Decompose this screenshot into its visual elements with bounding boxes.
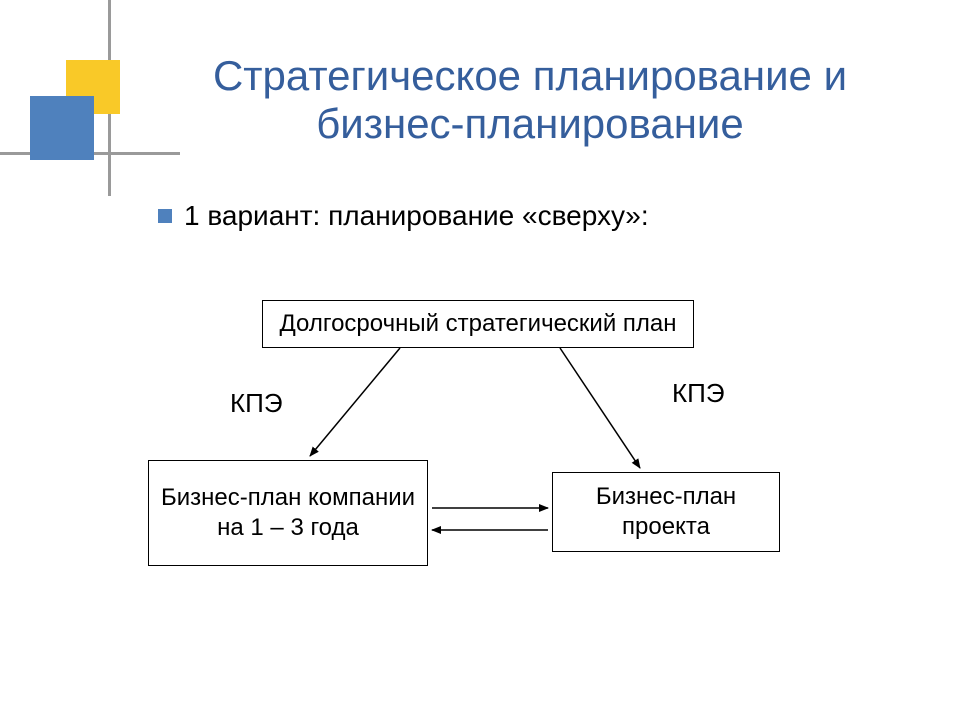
edge-label-kpe-right: КПЭ	[672, 378, 725, 409]
page-title: Стратегическое планирование и бизнес-пла…	[140, 52, 920, 149]
edge-label-kpe-left: КПЭ	[230, 388, 283, 419]
slide: Стратегическое планирование и бизнес-пла…	[0, 0, 960, 720]
node-strategic-plan: Долгосрочный стратегический план	[262, 300, 694, 348]
node-company-biz-plan: Бизнес-план компании на 1 – 3 года	[148, 460, 428, 566]
deco-blue	[30, 96, 94, 160]
bullet-item: 1 вариант: планирование «сверху»:	[158, 200, 649, 232]
bullet-text: 1 вариант: планирование «сверху»:	[184, 200, 649, 232]
node-project-biz-plan: Бизнес-план проекта	[552, 472, 780, 552]
bullet-marker	[158, 209, 172, 223]
